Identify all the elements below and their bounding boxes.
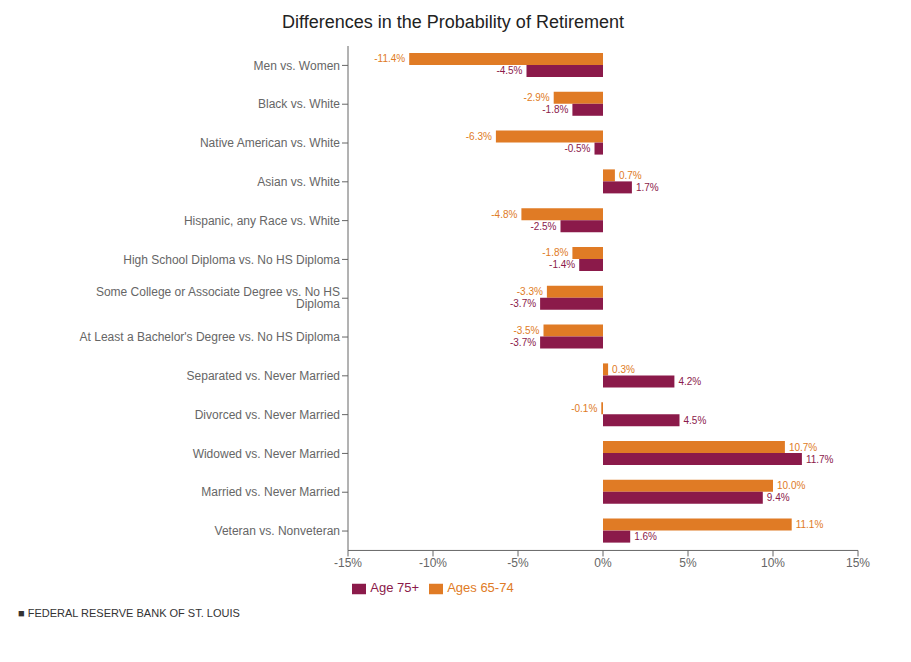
svg-text:-0.1%: -0.1%	[571, 403, 597, 414]
svg-text:10.0%: 10.0%	[777, 480, 805, 491]
svg-text:Men vs. Women: Men vs. Women	[254, 59, 340, 73]
svg-text:-4.8%: -4.8%	[491, 209, 517, 220]
svg-text:9.4%: 9.4%	[767, 492, 790, 503]
svg-text:Hispanic, any Race vs. White: Hispanic, any Race vs. White	[184, 214, 340, 228]
svg-text:-5%: -5%	[507, 556, 529, 570]
svg-text:-2.5%: -2.5%	[530, 221, 556, 232]
svg-text:-1.8%: -1.8%	[542, 247, 568, 258]
svg-text:Widowed vs. Never Married: Widowed vs. Never Married	[193, 447, 340, 461]
svg-text:-1.4%: -1.4%	[549, 259, 575, 270]
svg-text:0.7%: 0.7%	[619, 170, 642, 181]
svg-text:-15%: -15%	[334, 556, 362, 570]
svg-text:-3.7%: -3.7%	[510, 298, 536, 309]
svg-text:11.1%: 11.1%	[796, 519, 824, 530]
svg-text:-11.4%: -11.4%	[374, 53, 405, 64]
html-text:■ FEDERAL RESERVE BANK OF ST.: ■ FEDERAL RESERVE BANK OF ST. LOUIS	[18, 607, 240, 619]
svg-text:Black vs. White: Black vs. White	[258, 97, 340, 111]
svg-text:-6.3%: -6.3%	[466, 131, 492, 142]
svg-text:1.6%: 1.6%	[634, 531, 657, 542]
html-text:Ages 65-74: Ages 65-74	[447, 580, 514, 596]
svg-text:-3.5%: -3.5%	[513, 325, 539, 336]
svg-text:Divorced vs. Never Married: Divorced vs. Never Married	[195, 408, 340, 422]
svg-text:Veteran vs. Nonveteran: Veteran vs. Nonveteran	[215, 524, 340, 538]
svg-text:Asian vs. White: Asian vs. White	[257, 175, 340, 189]
html-text:Age 75+: Age 75+	[370, 580, 420, 596]
svg-text:-3.3%: -3.3%	[517, 286, 543, 297]
svg-text:At Least a Bachelor's Degree v: At Least a Bachelor's Degree vs. No HS D…	[80, 330, 341, 344]
svg-text:15%: 15%	[846, 556, 870, 570]
svg-text:-0.5%: -0.5%	[564, 143, 590, 154]
svg-text:4.5%: 4.5%	[684, 415, 707, 426]
svg-text:Native American vs. White: Native American vs. White	[200, 136, 340, 150]
svg-text:-4.5%: -4.5%	[496, 65, 522, 76]
svg-text:5%: 5%	[679, 556, 697, 570]
svg-text:Some College or Associate Degr: Some College or Associate Degree vs. No …	[96, 285, 340, 311]
svg-text:4.2%: 4.2%	[678, 376, 701, 387]
svg-text:-10%: -10%	[419, 556, 447, 570]
svg-text:0%: 0%	[594, 556, 612, 570]
svg-text:High School Diploma vs. No HS: High School Diploma vs. No HS Diploma	[123, 253, 340, 267]
svg-text:-1.8%: -1.8%	[542, 104, 568, 115]
html-text:Differences in the Probability: Differences in the Probability of Retire…	[282, 12, 624, 32]
svg-text:0.3%: 0.3%	[612, 364, 635, 375]
svg-text:10.7%: 10.7%	[789, 442, 817, 453]
svg-text:11.7%: 11.7%	[806, 454, 834, 465]
svg-text:-3.7%: -3.7%	[510, 337, 536, 348]
svg-text:10%: 10%	[761, 556, 785, 570]
svg-text:1.7%: 1.7%	[636, 182, 659, 193]
svg-text:-2.9%: -2.9%	[524, 92, 550, 103]
svg-text:Separated vs. Never Married: Separated vs. Never Married	[187, 369, 340, 383]
svg-text:Married vs. Never Married: Married vs. Never Married	[201, 485, 340, 499]
